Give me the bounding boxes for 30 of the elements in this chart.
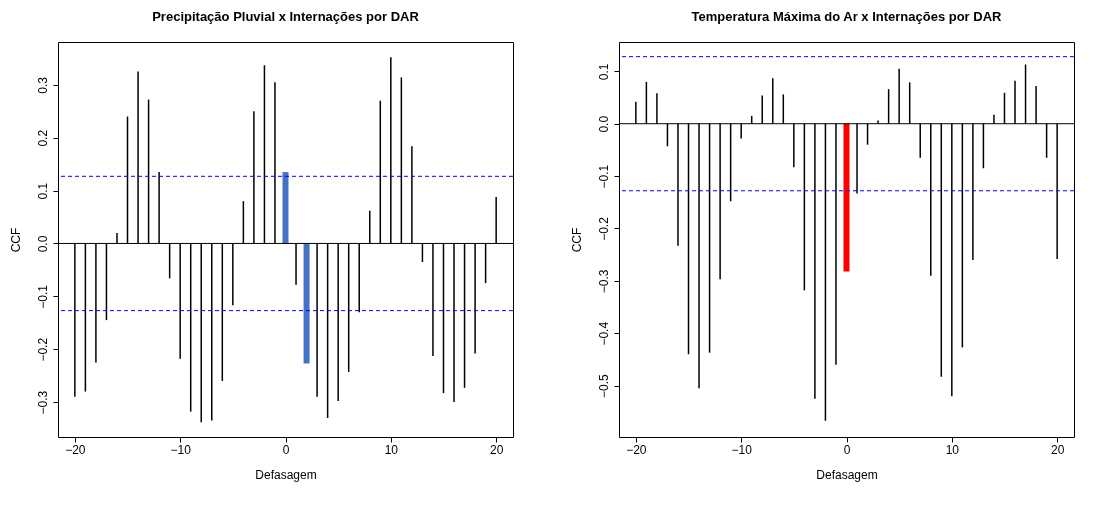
x-tick-label: −10 bbox=[170, 442, 192, 457]
y-tick-label: −0.1 bbox=[35, 284, 50, 309]
x-tick-label: 10 bbox=[384, 442, 399, 457]
y-tick-label: −0.2 bbox=[35, 337, 50, 362]
y-tick-label: 0.1 bbox=[35, 182, 50, 200]
y-tick-label: 0.0 bbox=[596, 115, 611, 133]
y-axis-title: CCF bbox=[569, 227, 584, 253]
x-tick-label: 20 bbox=[1050, 442, 1065, 457]
x-axis-title: Defasagem bbox=[816, 467, 878, 482]
y-tick-label: 0.2 bbox=[35, 129, 50, 147]
x-tick-label: 10 bbox=[945, 442, 960, 457]
y-tick-label: 0.3 bbox=[35, 76, 50, 94]
x-axis-title: Defasagem bbox=[255, 467, 317, 482]
x-tick-label: −10 bbox=[731, 442, 753, 457]
y-tick-label: −0.3 bbox=[596, 269, 611, 294]
y-tick-label: 0.0 bbox=[35, 235, 50, 253]
y-tick-label: 0.1 bbox=[596, 63, 611, 81]
y-tick-label: −0.3 bbox=[35, 390, 50, 415]
x-tick-label: 0 bbox=[282, 442, 290, 457]
chart-title: Precipitação Pluvial x Internações por DAR bbox=[152, 9, 420, 24]
x-tick-label: −20 bbox=[65, 442, 86, 457]
y-tick-label: −0.4 bbox=[596, 321, 611, 346]
y-tick-label: −0.2 bbox=[596, 216, 611, 241]
y-axis-title: CCF bbox=[8, 227, 23, 253]
x-tick-label: 20 bbox=[489, 442, 504, 457]
x-tick-label: 0 bbox=[843, 442, 851, 457]
y-tick-label: −0.1 bbox=[596, 164, 611, 189]
chart-title: Temperatura Máxima do Ar x Internações por DAR bbox=[691, 9, 1003, 24]
y-tick-label: −0.5 bbox=[596, 374, 611, 399]
x-tick-label: −20 bbox=[626, 442, 647, 457]
